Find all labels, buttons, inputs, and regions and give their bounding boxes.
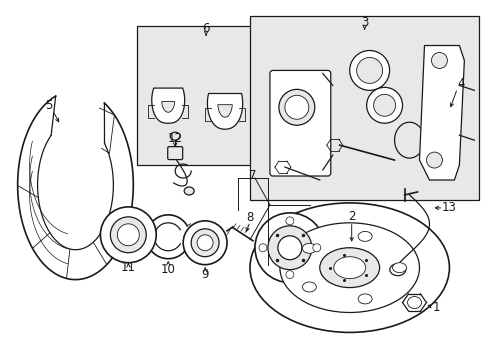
Text: 9: 9 [201,268,208,281]
Polygon shape [162,102,174,112]
Ellipse shape [373,94,395,116]
Text: 4: 4 [457,77,464,90]
Text: 8: 8 [246,211,253,224]
Ellipse shape [110,217,146,253]
Text: 1: 1 [432,301,439,314]
Polygon shape [419,45,464,180]
Ellipse shape [349,50,389,90]
Ellipse shape [249,203,448,332]
Ellipse shape [430,53,447,68]
Text: 11: 11 [121,261,136,274]
Text: 6: 6 [202,22,209,35]
Ellipse shape [333,257,365,279]
Ellipse shape [278,89,314,125]
Ellipse shape [357,231,371,241]
Ellipse shape [277,236,301,260]
Ellipse shape [100,207,156,263]
Ellipse shape [183,221,226,265]
Polygon shape [151,88,184,123]
Ellipse shape [191,229,219,257]
Ellipse shape [285,217,293,225]
Ellipse shape [426,152,442,168]
Ellipse shape [389,264,405,276]
Ellipse shape [117,224,139,246]
Ellipse shape [197,235,213,251]
Polygon shape [207,94,242,129]
Ellipse shape [302,282,316,292]
Ellipse shape [407,297,421,309]
Bar [249,15,478,200]
Ellipse shape [312,244,320,252]
Ellipse shape [285,95,308,119]
Ellipse shape [356,58,382,84]
Ellipse shape [357,294,371,304]
Text: 5: 5 [45,99,52,112]
Ellipse shape [259,244,266,252]
Text: 10: 10 [161,263,175,276]
FancyBboxPatch shape [269,71,330,176]
Ellipse shape [366,87,402,123]
Ellipse shape [279,223,419,312]
Ellipse shape [392,263,406,273]
Ellipse shape [184,187,194,195]
Polygon shape [217,105,232,117]
Text: 7: 7 [249,168,256,181]
Ellipse shape [170,132,180,140]
Bar [137,26,286,165]
Ellipse shape [254,213,324,283]
Text: 3: 3 [360,16,367,29]
Ellipse shape [267,226,311,270]
Text: 2: 2 [347,210,355,223]
FancyBboxPatch shape [167,147,183,159]
Ellipse shape [319,248,379,288]
Ellipse shape [302,243,316,253]
Ellipse shape [285,271,293,279]
Text: 12: 12 [167,132,183,145]
Text: 13: 13 [441,201,456,215]
